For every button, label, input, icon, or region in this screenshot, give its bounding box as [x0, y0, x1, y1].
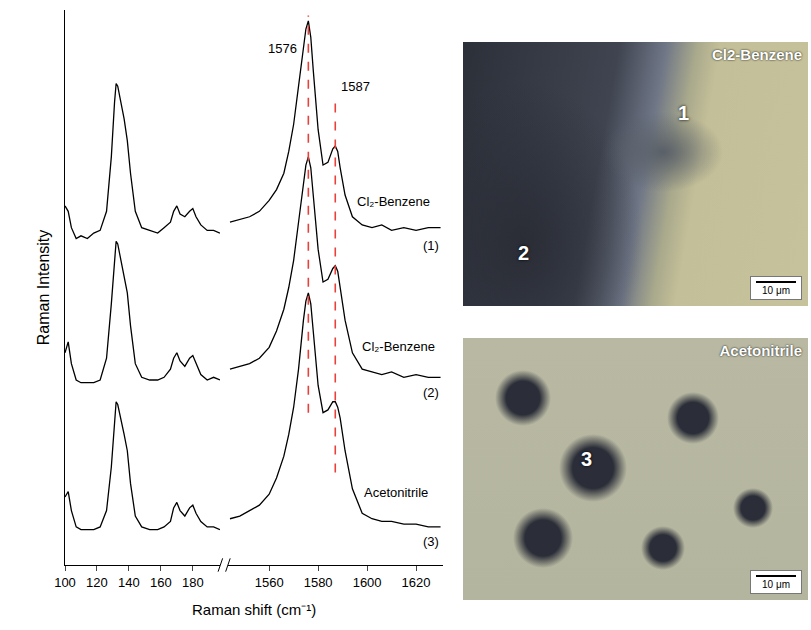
svg-text:Cl₂-Benzene: Cl₂-Benzene [357, 194, 430, 209]
svg-text:(2): (2) [423, 385, 439, 400]
svg-text:Raman shift (cm⁻¹): Raman shift (cm⁻¹) [192, 601, 316, 618]
svg-text:160: 160 [150, 575, 172, 590]
svg-text:1580: 1580 [304, 575, 333, 590]
svg-text:(3): (3) [423, 534, 439, 549]
html-text:3: 3 [581, 448, 593, 470]
svg-text:Cl₂-Benzene: Cl₂-Benzene [362, 339, 435, 354]
svg-text:1560: 1560 [255, 575, 284, 590]
svg-text:100: 100 [54, 575, 76, 590]
html-text:1: 1 [678, 102, 690, 124]
svg-text:(1): (1) [423, 238, 439, 253]
html-text:2: 2 [518, 242, 530, 264]
svg-text:1600: 1600 [353, 575, 382, 590]
svg-text:180: 180 [182, 575, 204, 590]
svg-text:Acetonitrile: Acetonitrile [364, 485, 428, 500]
html-text:10 μm: 10 μm [762, 285, 790, 296]
svg-text:1620: 1620 [402, 575, 431, 590]
html-text:Acetonitrile: Acetonitrile [719, 342, 802, 359]
svg-text:1587: 1587 [341, 79, 370, 94]
svg-text:1576: 1576 [268, 41, 297, 56]
svg-text:120: 120 [86, 575, 108, 590]
html-text:10 μm: 10 μm [762, 579, 790, 590]
svg-text:140: 140 [118, 575, 140, 590]
svg-text:Raman Intensity: Raman Intensity [35, 230, 52, 346]
html-text:Cl2-Benzene: Cl2-Benzene [712, 46, 802, 63]
